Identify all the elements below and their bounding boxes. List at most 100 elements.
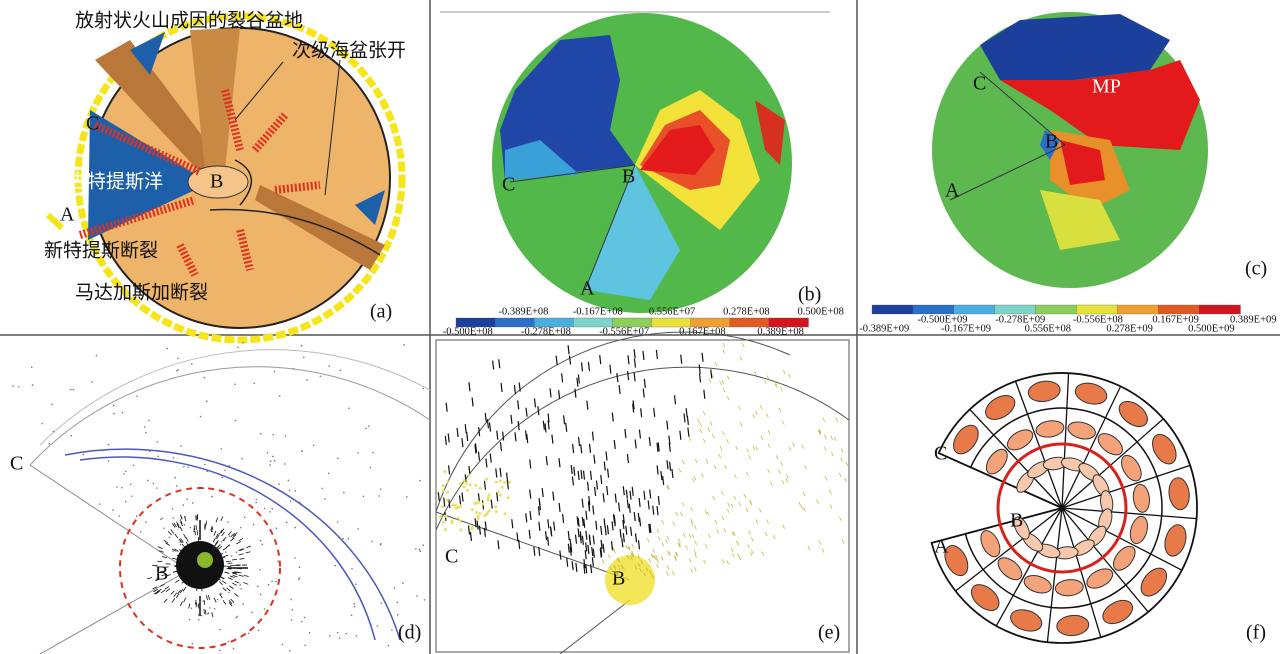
- vector: [176, 594, 179, 598]
- vector: [223, 600, 226, 604]
- particle: [272, 456, 274, 458]
- vector: [462, 438, 463, 447]
- particle: [253, 382, 255, 384]
- vector: [601, 475, 602, 484]
- particle: [277, 560, 279, 562]
- vector: [708, 428, 710, 432]
- vector: [222, 532, 225, 536]
- vector: [679, 468, 681, 472]
- vector: [805, 465, 807, 469]
- particle: [381, 602, 383, 604]
- vector: [607, 525, 608, 534]
- vector: [444, 498, 445, 507]
- panel-a: 放射状火山成因的裂谷盆地 次级海盆张开 古特提斯洋 新特提斯断裂 马达加斯加断裂…: [44, 9, 406, 340]
- vector: [583, 471, 584, 480]
- vector: [162, 556, 167, 557]
- particle: [363, 496, 365, 498]
- vector: [687, 416, 688, 425]
- vector: [662, 520, 664, 524]
- particle: [231, 555, 233, 557]
- vector: [610, 365, 611, 374]
- vector: [781, 387, 783, 391]
- vector: [591, 564, 592, 573]
- particle: [391, 629, 393, 631]
- particle: [140, 531, 142, 533]
- vector: [749, 455, 751, 459]
- vector: [578, 374, 579, 383]
- particle: [248, 633, 250, 635]
- vector: [657, 506, 658, 515]
- vector: [605, 526, 606, 535]
- vector: [592, 557, 593, 566]
- vector: [585, 550, 586, 559]
- vector: [766, 520, 768, 524]
- vector: [586, 511, 587, 520]
- particle: [251, 612, 253, 614]
- vector: [462, 493, 463, 502]
- particle: [82, 454, 84, 456]
- annotation: 次级海盆张开: [292, 39, 406, 61]
- vector: [602, 560, 604, 564]
- particle: [504, 512, 507, 515]
- vector: [479, 427, 480, 436]
- vector: [572, 561, 573, 570]
- particle: [396, 602, 398, 604]
- particle: [450, 519, 453, 522]
- particle: [348, 407, 350, 409]
- vector: [485, 413, 486, 422]
- vector: [722, 516, 724, 520]
- particle: [465, 482, 468, 485]
- panel-label: (d): [398, 622, 421, 644]
- colorbar-cell: [1076, 305, 1117, 314]
- particle: [198, 614, 200, 616]
- particle: [416, 595, 418, 597]
- panel-label: (a): [370, 301, 392, 323]
- particle: [133, 465, 135, 467]
- particle: [235, 420, 237, 422]
- vector: [720, 381, 722, 385]
- vector: [658, 496, 659, 505]
- vector: [469, 382, 470, 391]
- particle: [145, 521, 147, 523]
- particle: [309, 632, 311, 634]
- annotation: 古特提斯洋: [68, 170, 163, 192]
- particle: [269, 464, 271, 466]
- vector: [773, 535, 775, 539]
- vector: [239, 575, 244, 576]
- vector: [582, 362, 583, 371]
- vector: [783, 525, 785, 529]
- vector: [700, 373, 701, 382]
- particle: [337, 521, 339, 523]
- vector: [802, 445, 804, 449]
- figure: 放射状火山成因的裂谷盆地 次级海盆张开 古特提斯洋 新特提斯断裂 马达加斯加断裂…: [0, 0, 1280, 654]
- vector: [581, 444, 582, 453]
- point-label: C: [86, 113, 99, 135]
- vector: [484, 481, 485, 490]
- vector: [608, 469, 609, 478]
- particle: [202, 600, 204, 602]
- particle: [488, 509, 491, 512]
- particle: [457, 517, 460, 520]
- particle: [481, 502, 484, 505]
- vector: [829, 490, 831, 494]
- vector: [486, 458, 487, 467]
- vector: [493, 361, 494, 370]
- particle: [119, 515, 121, 517]
- particle: [503, 481, 506, 484]
- particle: [225, 551, 227, 553]
- vector: [500, 442, 501, 451]
- vector: [699, 365, 700, 374]
- particle: [459, 482, 462, 485]
- vector: [748, 544, 750, 548]
- particle: [259, 569, 261, 571]
- vector: [178, 590, 181, 594]
- particle: [442, 484, 445, 487]
- point-label: A: [580, 278, 595, 300]
- vector: [164, 599, 167, 603]
- particle: [337, 457, 339, 459]
- colorbar-label: -0.389E+09: [859, 323, 909, 334]
- vector: [657, 465, 658, 474]
- frame: [436, 340, 849, 652]
- particle: [328, 472, 330, 474]
- particle: [274, 541, 276, 543]
